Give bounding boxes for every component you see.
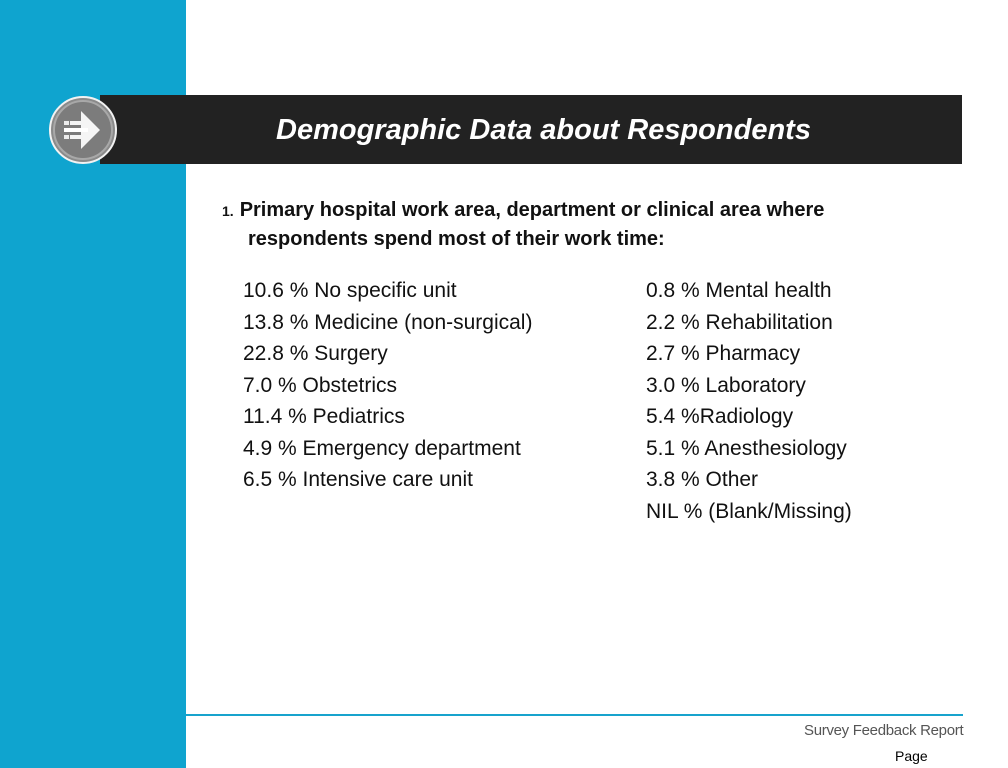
list-item: 5.1 % Anesthesiology [646, 436, 847, 460]
list-item: 22.8 % Surgery [243, 342, 388, 365]
list-item: 3.0 % Laboratory [646, 373, 806, 397]
page-label: Page [895, 748, 928, 764]
title-bar [100, 95, 962, 164]
list-item: 7.0 % Obstetrics [243, 373, 398, 397]
question-number: 1. [222, 203, 234, 219]
list-item: 2.2 % Rehabilitation [646, 310, 833, 334]
list-item: 4.9 % Emergency department [243, 436, 521, 460]
page-title: Demographic Data about Respondents [276, 114, 811, 146]
list-item: 5.4 %Radiology [646, 405, 794, 428]
list-item: 13.8 % Medicine (non-surgical) [243, 310, 533, 334]
arrow-right-icon [49, 96, 117, 164]
question-text: 1. Primary hospital work area, department… [222, 196, 962, 253]
footer-divider [186, 714, 963, 716]
list-item: 0.8 % Mental health [646, 279, 832, 302]
list-item: 11.4 % Pediatrics [243, 405, 405, 428]
list-item: NIL % (Blank/Missing) [646, 499, 852, 523]
right-results-column: 0.8 % Mental health 2.2 % Rehabilitation… [646, 275, 966, 527]
question-line-1: Primary hospital work area, department o… [239, 199, 825, 221]
list-item: 10.6 % No specific unit [243, 279, 457, 302]
list-item: 3.8 % Other [646, 468, 759, 491]
left-results-column: 10.6 % No specific unit 13.8 % Medicine … [243, 275, 633, 496]
footer-logo-text: Survey Feedback Report [804, 722, 964, 739]
list-item: 2.7 % Pharmacy [646, 342, 801, 365]
list-item: 6.5 % Intensive care unit [243, 468, 473, 491]
question-line-2: respondents spend most of their work tim… [248, 228, 665, 250]
